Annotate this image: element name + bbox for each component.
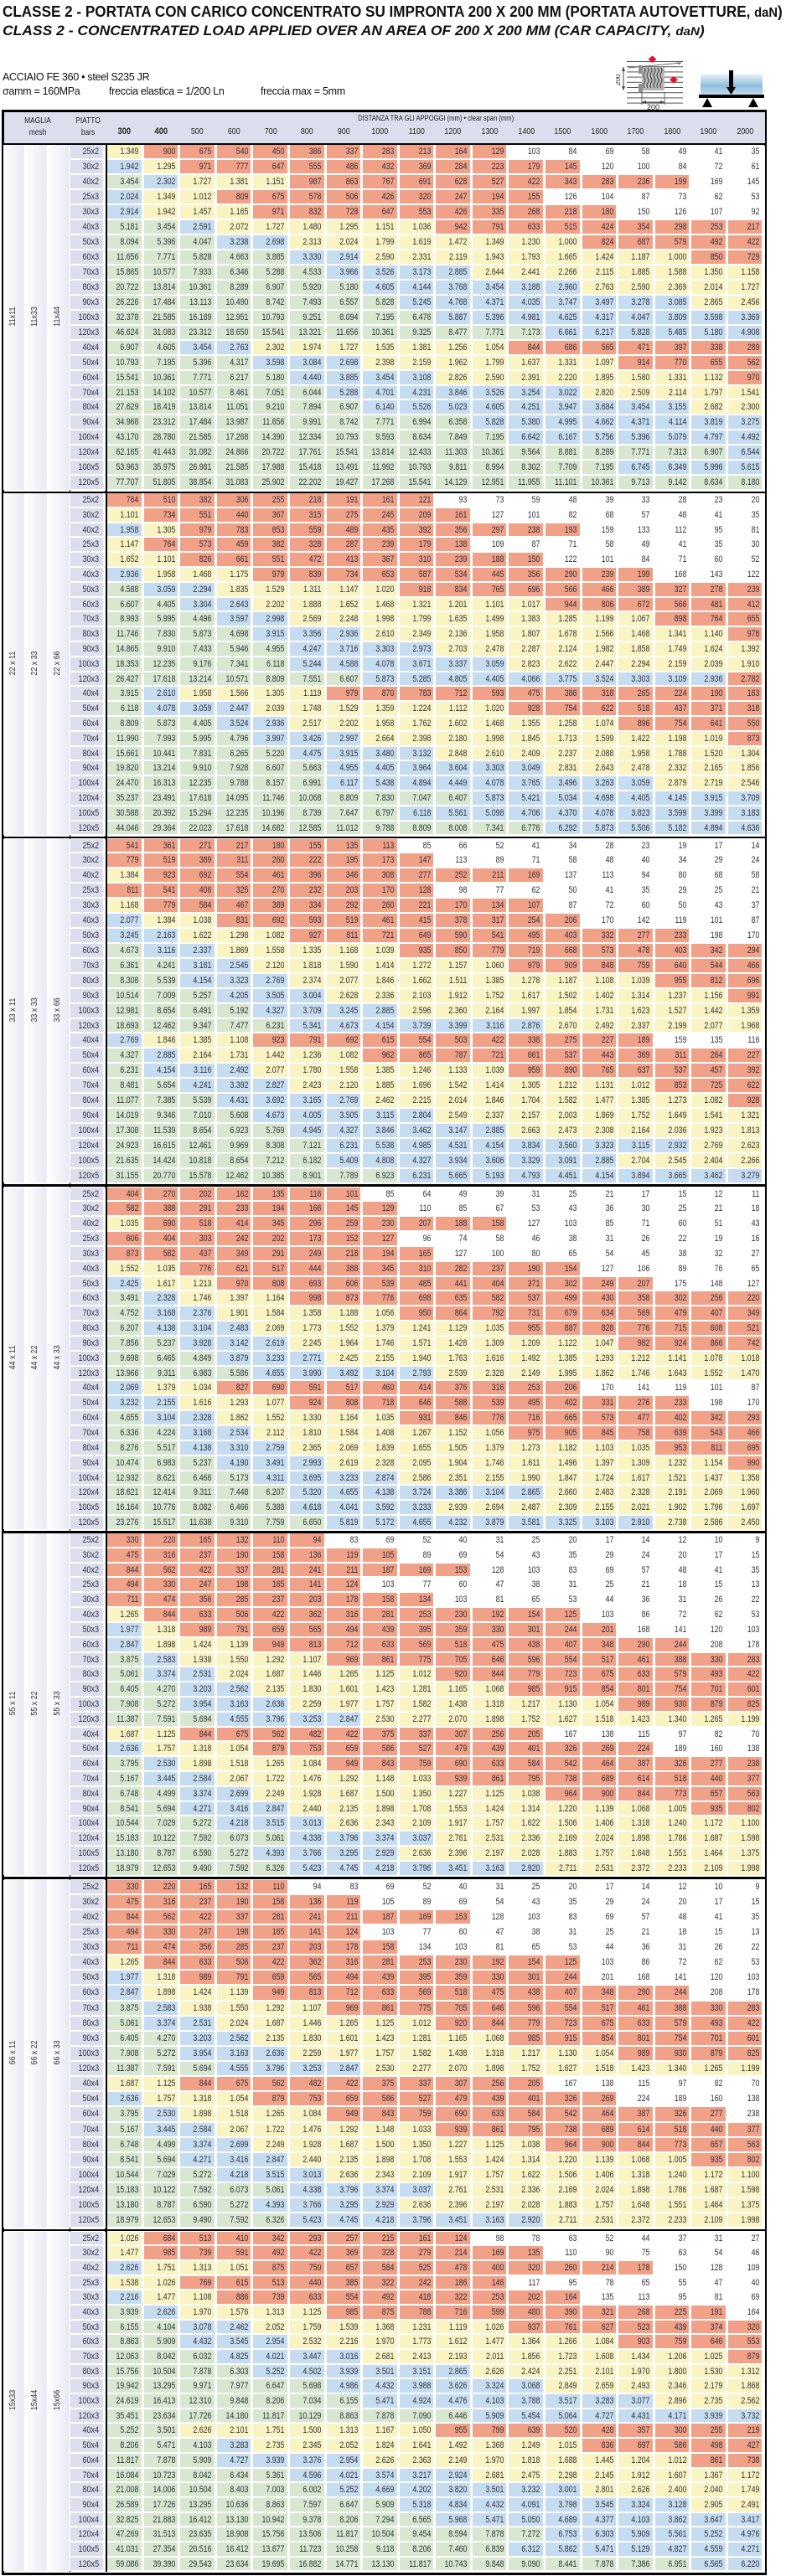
svg-text:200: 200 bbox=[616, 74, 622, 85]
svg-text:200: 200 bbox=[647, 103, 659, 111]
